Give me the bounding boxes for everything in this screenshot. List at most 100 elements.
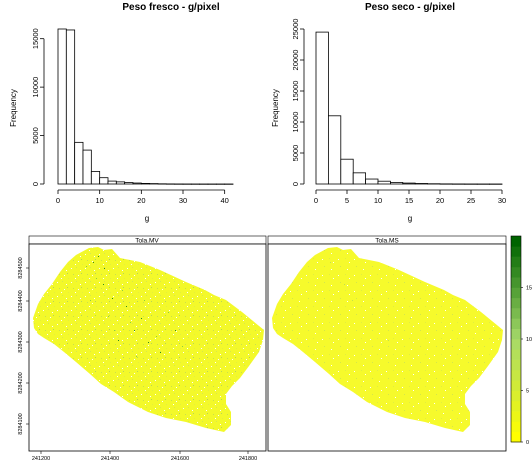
h2-y-tick-label: 20000 [291,50,300,71]
h1-bar [124,182,134,185]
h2-y-tick-label: 15000 [291,81,300,102]
h1-y-tick-label: 5000 [31,127,40,144]
h1-bar [74,141,84,185]
colorbar-step [511,380,521,391]
colorbar-step [511,390,521,402]
h2-bar [402,182,416,185]
hist1-y-label: Frequency [9,89,18,127]
map-y-tick-label: 8284500 [18,257,24,278]
h1-y-tick-label: 10000 [31,77,40,98]
hist1-title: Peso fresco - g/pixel [122,2,219,13]
h1-bar [107,180,117,185]
colorbar-step [511,287,521,299]
h2-y-tick-label: 25000 [291,19,300,40]
map-x-tick-label: 241200 [32,456,50,462]
hist2-y-ticks: 0 5000 10000 15000 20000 25000 [291,19,304,186]
colorbar-step [511,246,521,257]
colorbar-step [511,266,521,278]
histogram-dry: Peso seco - g/pixel 0 5 10 15 20 25 30 0 5000 10… [271,2,506,223]
colorbar-tick-label: 0 [526,440,529,446]
colorbar-step [511,277,521,288]
colorbar-step [511,411,521,422]
map-x-tick-label: 241800 [239,456,257,462]
h2-x-tick-label: 15 [405,196,413,205]
h2-x-tick-label: 0 [314,196,318,205]
h1-bar [90,171,101,185]
map-x-ticks: 241200 241400 241600 241800 [32,451,257,462]
hist2-x-ticks: 0 5 10 15 20 25 30 [314,190,506,205]
hist1-bars [57,28,234,185]
colorbar-step [511,369,521,381]
h1-y-tick-label: 15000 [31,28,40,49]
h2-bar [315,31,329,185]
colorbar-step [511,359,521,371]
colorbar-step [511,431,521,443]
h2-x-tick-label: 10 [374,196,382,205]
colorbar-step [511,400,521,412]
h2-y-tick-label: 0 [291,182,300,186]
colorbar-tick-label: 10 [526,337,532,343]
h2-bar [389,182,404,185]
h1-bar [99,177,109,185]
colorbar-ticks: 0 5 10 15 [521,286,532,446]
map-y-tick-label: 8284200 [18,372,24,393]
hist1-x-ticks: 0 10 20 30 40 [56,190,229,205]
h1-bar [57,28,67,185]
hist2-x-label: g [408,214,412,223]
colorbar [510,235,522,443]
h1-bar [115,181,126,185]
colorbar-step [511,318,521,329]
map2-mid-values [330,262,411,341]
map-x-tick-label: 241400 [101,456,119,462]
h2-y-tick-label: 10000 [291,112,300,133]
h1-x-tick-label: 20 [137,196,145,205]
h1-bar [132,182,142,185]
h1-bar [82,149,92,185]
colorbar-step [511,256,521,268]
map1-title: Tola.MV [135,238,159,245]
map-y-ticks: 8284100 8284200 8284300 8284400 8284500 [18,257,29,435]
hist2-title: Peso seco - g/pixel [365,2,455,13]
hist2-y-label: Frequency [271,89,280,127]
h1-bar [140,183,151,185]
h2-x-tick-label: 25 [467,196,475,205]
h2-bar [377,180,391,185]
map-y-tick-label: 8284400 [18,290,24,311]
h1-y-tick-label: 0 [31,182,40,186]
h2-bar [352,172,367,185]
colorbar-tick-label: 5 [526,389,529,395]
h2-bar [340,158,354,185]
h2-x-tick-label: 5 [345,196,349,205]
h1-x-tick-label: 10 [95,196,103,205]
map1-mid-values [86,266,183,357]
h1-bar [65,29,76,185]
h1-x-tick-label: 30 [179,196,187,205]
colorbar-step [511,339,521,350]
colorbar-step [511,236,521,247]
map-y-tick-label: 8284100 [18,413,24,434]
h2-y-tick-label: 5000 [291,145,300,162]
map1-field-area [33,247,264,432]
colorbar-step [511,328,521,340]
h2-x-tick-label: 30 [498,196,506,205]
colorbar-step [511,421,521,432]
hist1-y-ticks: 0 5000 10000 15000 [31,28,44,186]
colorbar-step [511,349,521,360]
map2-title: Tola.MS [375,238,399,245]
h2-bar [365,178,379,185]
colorbar-tick-label: 15 [526,286,532,292]
colorbar-step [511,297,521,309]
map2-field-area [272,247,503,432]
map-y-tick-label: 8284300 [18,331,24,352]
h2-x-tick-label: 20 [436,196,444,205]
h1-x-tick-label: 0 [56,196,60,205]
map1-high-values [93,256,176,353]
h2-bar [327,115,342,185]
histogram-fresh: Peso fresco - g/pixel 0 10 20 30 40 0 5000 100… [9,2,234,223]
hist1-x-label: g [145,214,149,223]
h1-x-tick-label: 40 [220,196,228,205]
colorbar-step [511,308,521,319]
raster-maps: Tola.MV Tola.MS [18,235,532,462]
hist2-bars [315,31,503,185]
